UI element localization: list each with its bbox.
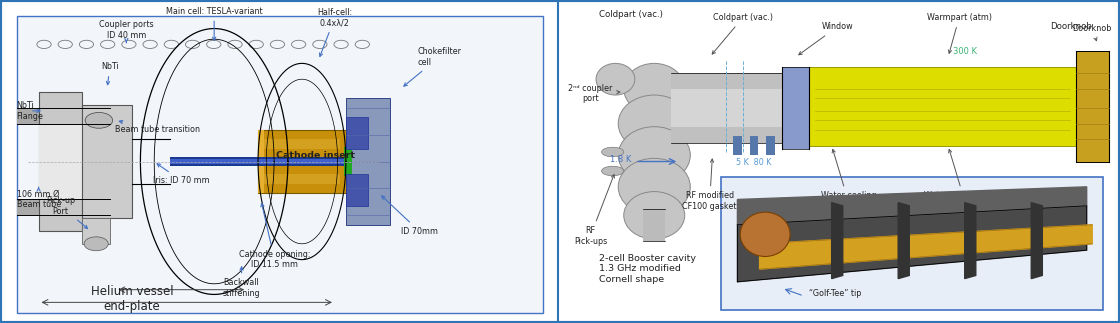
Polygon shape (898, 203, 909, 279)
Bar (344, 147, 352, 176)
Ellipse shape (618, 127, 690, 184)
Text: Doorknob: Doorknob (1051, 22, 1092, 31)
Text: Helium vessel
end-plate: Helium vessel end-plate (91, 285, 174, 313)
Bar (258, 130, 352, 193)
Ellipse shape (624, 63, 684, 114)
Text: Window: Window (799, 23, 853, 55)
Text: Chokefilter
cell: Chokefilter cell (404, 47, 461, 86)
Text: NbTi: NbTi (101, 62, 119, 85)
Text: Half-cell:
0.4xλ/2: Half-cell: 0.4xλ/2 (317, 8, 353, 57)
Bar (83, 218, 110, 244)
Ellipse shape (624, 192, 684, 239)
Text: NbTi
Flange: NbTi Flange (17, 101, 44, 120)
Ellipse shape (601, 147, 624, 157)
Text: Water cooling
sleeve ceramic: Water cooling sleeve ceramic (818, 149, 879, 211)
Bar (344, 147, 352, 176)
Polygon shape (759, 225, 1092, 269)
Ellipse shape (618, 158, 690, 215)
Bar (346, 98, 390, 225)
Text: 300 K: 300 K (953, 47, 977, 56)
Bar (263, 174, 340, 184)
Text: Cathode insert: Cathode insert (277, 151, 355, 160)
Bar (263, 139, 340, 149)
Ellipse shape (601, 166, 624, 176)
FancyBboxPatch shape (721, 177, 1103, 310)
FancyBboxPatch shape (17, 16, 543, 313)
Text: 2-cell Booster cavity
1.3 GHz modified
Cornell shape: 2-cell Booster cavity 1.3 GHz modified C… (599, 254, 696, 284)
Text: Coupler ports
ID 40 mm: Coupler ports ID 40 mm (99, 20, 153, 43)
Ellipse shape (596, 63, 635, 95)
Polygon shape (832, 203, 842, 279)
Text: Warmpart (atm): Warmpart (atm) (926, 13, 991, 53)
Bar (346, 117, 367, 149)
Text: 106 mm Ø
Beam tube: 106 mm Ø Beam tube (17, 187, 60, 209)
Text: Pick-up
Port: Pick-up Port (46, 196, 87, 229)
Text: 5 K  80 K: 5 K 80 K (736, 158, 772, 167)
Text: Cathode opening:
ID 11.5 mm: Cathode opening: ID 11.5 mm (239, 203, 310, 269)
Text: Water cooling jacket
outer conductor warm part: Water cooling jacket outer conductor war… (911, 149, 1019, 211)
Bar (83, 105, 132, 218)
Text: “Golf-Tee” tip: “Golf-Tee” tip (810, 289, 862, 298)
Text: ID 70mm: ID 70mm (382, 196, 438, 236)
Polygon shape (737, 206, 1086, 282)
Ellipse shape (618, 95, 690, 152)
Text: Beam tube transition: Beam tube transition (115, 120, 200, 134)
FancyBboxPatch shape (560, 3, 1114, 320)
Polygon shape (964, 203, 976, 279)
Bar (346, 174, 367, 206)
Text: Coldpart (vac.): Coldpart (vac.) (712, 13, 773, 54)
Ellipse shape (740, 212, 790, 256)
Text: RF
Pick-ups: RF Pick-ups (573, 175, 615, 245)
Circle shape (85, 112, 113, 128)
Bar (38, 92, 83, 231)
Polygon shape (1032, 203, 1043, 279)
Circle shape (84, 237, 109, 251)
Bar (258, 130, 263, 193)
Text: Backwall
stiffening: Backwall stiffening (223, 267, 260, 298)
Text: RF modified
CF100 gasket: RF modified CF100 gasket (682, 159, 737, 211)
Text: Iris: ID 70 mm: Iris: ID 70 mm (153, 164, 209, 185)
Text: 2ⁿᵈ coupler
port: 2ⁿᵈ coupler port (568, 84, 619, 103)
Text: Doorknob: Doorknob (1073, 24, 1112, 41)
Polygon shape (737, 187, 1086, 225)
Text: Main cell: TESLA-variant: Main cell: TESLA-variant (166, 7, 262, 40)
Text: 1.8 K: 1.8 K (610, 154, 632, 163)
Text: Coldpart (vac.): Coldpart (vac.) (599, 10, 663, 19)
